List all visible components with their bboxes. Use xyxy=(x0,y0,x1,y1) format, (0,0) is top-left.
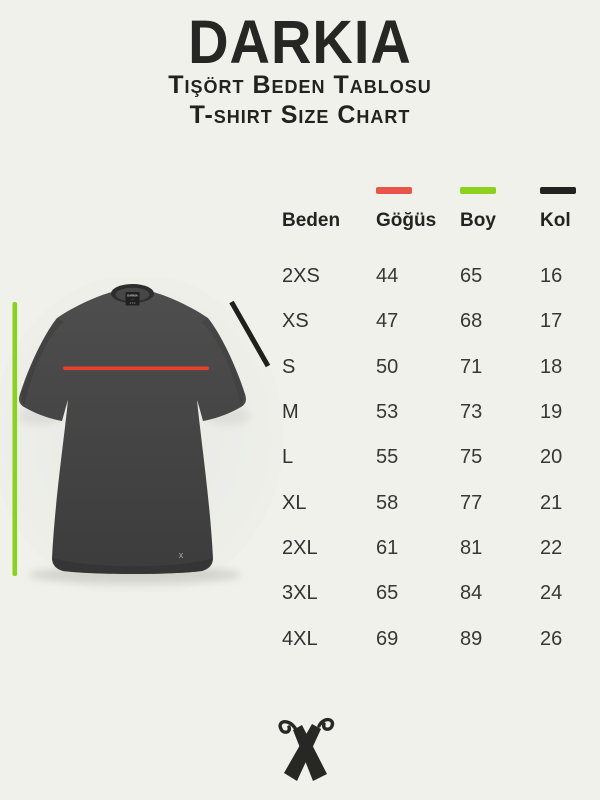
size-table: Beden Göğüs Boy Kol 2XS 44 65 16 XS 47 6… xyxy=(282,186,584,662)
collar-size-marks: 2 X 2 xyxy=(130,302,136,305)
table-row: 3XL 65 84 24 xyxy=(282,571,584,616)
table-row: 4XL 69 89 26 xyxy=(282,616,584,661)
chest-cell: 69 xyxy=(376,627,399,650)
chest-cell: 44 xyxy=(376,265,399,288)
sleeve-measure-line xyxy=(229,300,271,368)
hem-logo-text: x xyxy=(179,550,184,560)
table-row: M 53 73 19 xyxy=(282,390,584,435)
x-curl-left xyxy=(278,720,297,734)
size-cell: 2XS xyxy=(282,265,320,288)
sleeve-cell: 21 xyxy=(540,491,563,514)
length-cell: 77 xyxy=(460,491,483,514)
collar-label-sub: ••• xyxy=(131,299,134,301)
header: DARKIA Tişört Beden Tablosu T-shirt Size… xyxy=(0,8,600,131)
length-cell: 71 xyxy=(460,355,483,378)
tshirt-photo: DARKIA ••• 2 X 2 x xyxy=(0,274,284,598)
chest-measure-line xyxy=(63,366,209,371)
col-header-sleeve: Kol xyxy=(540,210,571,231)
size-cell: 3XL xyxy=(282,582,318,605)
sleeve-accent-bar xyxy=(540,186,576,194)
shade-hem xyxy=(52,558,213,574)
table-row: L 55 75 20 xyxy=(282,435,584,480)
chest-cell: 65 xyxy=(376,582,399,605)
brand-logo: DARKIA xyxy=(188,6,412,77)
x-curl-right xyxy=(317,717,335,731)
length-cell: 75 xyxy=(460,446,483,469)
tshirt-body xyxy=(19,292,246,574)
sleeve-cell: 20 xyxy=(540,446,563,469)
sleeve-cell: 19 xyxy=(540,401,563,424)
subtitle-turkish: Tişört Beden Tablosu xyxy=(168,70,432,99)
collar-label-text: DARKIA xyxy=(127,294,138,298)
chest-cell: 53 xyxy=(376,401,399,424)
chest-cell: 50 xyxy=(376,355,399,378)
size-cell: 4XL xyxy=(282,627,318,650)
length-cell: 81 xyxy=(460,536,483,559)
sleeve-cell: 16 xyxy=(540,265,563,288)
size-cell: M xyxy=(282,401,299,424)
chest-accent-bar xyxy=(376,186,412,194)
size-cell: L xyxy=(282,446,294,469)
size-accent-bar xyxy=(282,187,318,194)
table-row: XL 58 77 21 xyxy=(282,480,584,525)
size-cell: XL xyxy=(282,491,307,514)
table-row: 2XS 44 65 16 xyxy=(282,254,584,299)
length-measure-line xyxy=(12,302,18,576)
table-row: 2XL 61 81 22 xyxy=(282,526,584,571)
shade-right-sleeve xyxy=(201,318,244,406)
size-cell: XS xyxy=(282,310,309,333)
subtitle-english: T-shirt Size Chart xyxy=(189,101,411,130)
length-accent-bar xyxy=(460,186,496,194)
chest-cell: 47 xyxy=(376,310,399,333)
col-header-length: Boy xyxy=(460,210,496,231)
footer-x-logo xyxy=(278,717,335,781)
table-body: 2XS 44 65 16 XS 47 68 17 S 50 71 18 M 53… xyxy=(282,254,584,662)
col-header-chest: Göğüs xyxy=(376,210,437,231)
chest-cell: 55 xyxy=(376,446,399,469)
x-stroke-backslash xyxy=(293,725,327,781)
table-row: XS 47 68 17 xyxy=(282,299,584,344)
tshirt-illustration: DARKIA ••• 2 X 2 x xyxy=(0,274,284,598)
sleeve-cell: 22 xyxy=(540,536,563,559)
sleeve-cell: 18 xyxy=(540,355,563,378)
sleeve-cell: 24 xyxy=(540,582,563,605)
size-cell: 2XL xyxy=(282,536,318,559)
length-cell: 65 xyxy=(460,265,483,288)
length-cell: 73 xyxy=(460,401,483,424)
legend-row xyxy=(282,186,584,194)
size-cell: S xyxy=(282,355,296,378)
sleeve-cell: 26 xyxy=(540,627,563,650)
neck-label xyxy=(125,292,140,306)
length-cell: 68 xyxy=(460,310,483,333)
sleeve-cell: 17 xyxy=(540,310,563,333)
table-header-row: Beden Göğüs Boy Kol xyxy=(282,208,584,234)
length-cell: 84 xyxy=(460,582,483,605)
table-row: S 50 71 18 xyxy=(282,345,584,390)
chest-cell: 61 xyxy=(376,536,399,559)
col-header-size: Beden xyxy=(282,210,341,231)
length-cell: 89 xyxy=(460,627,483,650)
shade-left-sleeve xyxy=(21,318,64,406)
chest-cell: 58 xyxy=(376,491,399,514)
x-stroke-slash xyxy=(284,724,321,781)
